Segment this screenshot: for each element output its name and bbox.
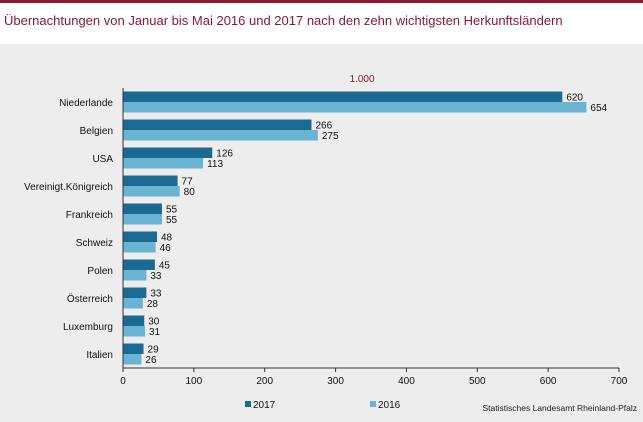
bar-2016 [123,130,318,141]
x-tick-label: 500 [469,376,486,387]
data-label: 80 [184,187,196,198]
bar-2017 [123,147,213,158]
bar-2017 [123,259,155,270]
category-label: Polen [87,266,113,277]
x-tick-label: 200 [256,376,273,387]
x-tick-label: 700 [611,376,628,387]
x-tick-label: 400 [398,376,415,387]
bar-2016 [123,354,142,365]
category-label: Schweiz [76,238,113,249]
data-label: 620 [566,93,583,104]
source-note: Statistisches Landesamt Rheinland-Pfalz [483,403,638,413]
bar-2016 [123,158,204,169]
x-tick-label: 300 [327,376,344,387]
data-label: 33 [150,271,162,282]
legend-swatch-2017 [245,401,251,407]
data-label: 113 [207,159,223,170]
bar-2017 [123,287,147,298]
bar-2017 [123,343,144,354]
data-label: 30 [148,317,160,328]
top-rule [0,0,643,3]
legend-swatch-2016 [370,401,376,407]
data-label: 55 [166,215,178,226]
data-label: 26 [145,355,157,366]
category-label: Niederlande [59,98,113,109]
bar-2017 [123,91,563,102]
bar-2016 [123,242,156,253]
data-label: 266 [315,121,332,132]
data-label: 275 [322,131,339,142]
bar-2016 [123,270,147,281]
bar-2017 [123,231,158,242]
category-label: Österreich [67,293,113,305]
category-label: USA [92,154,113,165]
x-tick-label: 100 [186,376,203,387]
bar-2017 [123,203,162,214]
bar-2016 [123,326,145,337]
data-label: 48 [161,233,173,244]
data-label: 29 [148,345,160,356]
data-label: 28 [147,299,159,310]
x-tick-label: 600 [540,376,557,387]
bar-2016 [123,214,162,225]
bar-2017 [123,175,178,186]
category-label: Italien [86,350,113,361]
data-label: 77 [182,177,194,188]
bar-2016 [123,186,180,197]
data-label: 31 [149,327,161,338]
data-label: 654 [590,103,607,114]
category-label: Luxemburg [63,322,113,333]
unit-label: 1.000 [349,74,374,85]
category-label: Frankreich [66,210,113,221]
x-tick-label: 0 [120,376,126,387]
category-label: Belgien [80,126,113,137]
data-label: 55 [166,205,178,216]
bar-2016 [123,102,587,113]
bar-2017 [123,315,145,326]
legend-label-2016: 2016 [378,400,401,411]
data-label: 33 [150,289,162,300]
bar-2016 [123,298,143,309]
data-label: 46 [160,243,172,254]
data-label: 126 [216,149,233,160]
data-label: 45 [159,261,171,272]
chart-title: Übernachtungen von Januar bis Mai 2016 u… [4,13,563,28]
bar-2017 [123,119,312,130]
category-label: Vereinigt.Königreich [24,182,113,193]
legend-label-2017: 2017 [253,400,276,411]
